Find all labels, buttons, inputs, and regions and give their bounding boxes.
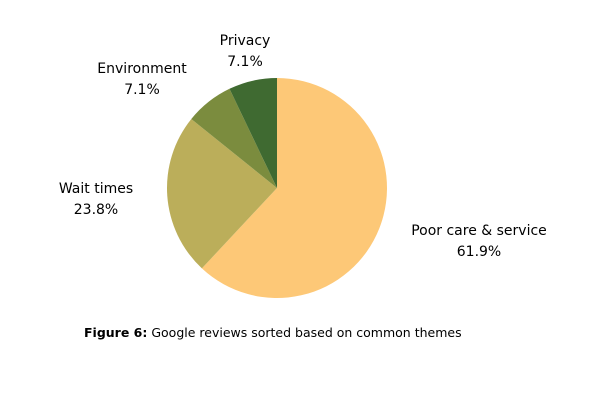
pie-slice-wait-times: [167, 119, 277, 269]
pie-slice-privacy: [229, 78, 277, 188]
slice-label-poor-care-service: Poor care & service: [411, 223, 547, 239]
figure-caption: Figure 6: Google reviews sorted based on…: [84, 325, 462, 340]
pie-slice-environment: [191, 88, 277, 188]
pie-slice-poor-care-service: [201, 78, 387, 298]
slice-value-privacy: 7.1%: [227, 54, 263, 70]
caption-text: Google reviews sorted based on common th…: [147, 325, 462, 340]
figure-label: Figure 6:: [84, 325, 148, 340]
slice-label-privacy: Privacy: [220, 33, 271, 49]
slice-value-environment: 7.1%: [124, 82, 160, 98]
slice-label-environment: Environment: [97, 61, 187, 77]
slice-label-wait-times: Wait times: [59, 181, 133, 197]
slice-value-poor-care-service: 61.9%: [457, 244, 501, 260]
slice-value-wait-times: 23.8%: [74, 202, 118, 218]
